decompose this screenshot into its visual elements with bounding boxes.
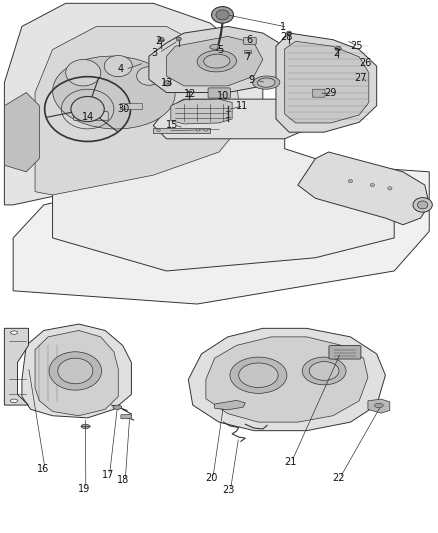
Text: 3: 3 xyxy=(151,48,157,58)
FancyBboxPatch shape xyxy=(312,89,325,97)
Ellipse shape xyxy=(210,45,219,49)
Text: 28: 28 xyxy=(280,32,293,42)
Circle shape xyxy=(417,201,428,209)
Bar xyxy=(153,128,210,133)
Text: 13: 13 xyxy=(161,78,173,88)
Ellipse shape xyxy=(53,56,175,129)
Circle shape xyxy=(216,10,229,20)
Text: 12: 12 xyxy=(184,88,196,99)
Polygon shape xyxy=(368,399,390,413)
Text: 17: 17 xyxy=(102,470,114,480)
Bar xyxy=(120,103,142,109)
FancyBboxPatch shape xyxy=(208,88,230,98)
Text: 2: 2 xyxy=(333,48,339,58)
Circle shape xyxy=(176,37,181,41)
Polygon shape xyxy=(285,42,369,123)
Ellipse shape xyxy=(230,357,287,393)
FancyBboxPatch shape xyxy=(244,38,256,44)
Polygon shape xyxy=(13,159,429,304)
FancyBboxPatch shape xyxy=(121,415,131,419)
Polygon shape xyxy=(35,330,118,416)
Circle shape xyxy=(113,405,122,409)
FancyBboxPatch shape xyxy=(74,112,108,120)
Ellipse shape xyxy=(258,78,275,87)
Circle shape xyxy=(348,180,353,183)
Bar xyxy=(244,50,251,53)
Text: 9: 9 xyxy=(249,75,255,85)
Circle shape xyxy=(137,67,161,85)
Text: 16: 16 xyxy=(37,464,49,474)
Text: 20: 20 xyxy=(205,473,217,483)
Polygon shape xyxy=(153,99,315,139)
Text: 7: 7 xyxy=(244,52,251,62)
Ellipse shape xyxy=(253,76,280,89)
Circle shape xyxy=(335,46,341,51)
Polygon shape xyxy=(35,27,241,195)
Polygon shape xyxy=(276,33,377,132)
Circle shape xyxy=(104,55,132,77)
Circle shape xyxy=(11,399,18,402)
Ellipse shape xyxy=(309,361,339,381)
Text: 23: 23 xyxy=(223,486,235,495)
Ellipse shape xyxy=(239,363,278,387)
Text: 27: 27 xyxy=(354,74,367,83)
Text: 15: 15 xyxy=(166,120,179,130)
FancyBboxPatch shape xyxy=(329,345,361,359)
Text: 1: 1 xyxy=(280,22,286,32)
Text: 18: 18 xyxy=(117,475,130,485)
Text: 26: 26 xyxy=(359,59,371,68)
Text: 2: 2 xyxy=(155,36,162,46)
Polygon shape xyxy=(4,328,28,405)
Text: 10: 10 xyxy=(217,91,229,101)
Circle shape xyxy=(370,183,374,187)
Circle shape xyxy=(286,31,292,35)
Circle shape xyxy=(66,60,101,86)
Circle shape xyxy=(81,424,90,429)
Ellipse shape xyxy=(197,51,237,72)
Circle shape xyxy=(196,128,200,131)
Text: 6: 6 xyxy=(247,35,253,45)
Polygon shape xyxy=(171,99,232,124)
Circle shape xyxy=(158,37,164,42)
Polygon shape xyxy=(298,152,429,225)
Text: 4: 4 xyxy=(117,64,124,75)
Text: 5: 5 xyxy=(218,45,224,54)
Circle shape xyxy=(71,96,104,122)
Polygon shape xyxy=(206,337,368,422)
Polygon shape xyxy=(215,400,245,410)
Polygon shape xyxy=(53,126,394,271)
Circle shape xyxy=(413,198,432,212)
Text: 22: 22 xyxy=(332,473,345,483)
Text: 21: 21 xyxy=(284,457,296,466)
Text: 11: 11 xyxy=(236,101,248,111)
Circle shape xyxy=(157,129,160,132)
Text: 19: 19 xyxy=(78,483,90,494)
Circle shape xyxy=(11,331,18,334)
Polygon shape xyxy=(4,3,263,205)
Polygon shape xyxy=(4,93,39,172)
Polygon shape xyxy=(166,36,263,86)
Polygon shape xyxy=(22,324,131,418)
Circle shape xyxy=(374,403,383,408)
Text: 14: 14 xyxy=(82,112,95,122)
Ellipse shape xyxy=(58,358,93,384)
Text: 29: 29 xyxy=(324,88,336,98)
Circle shape xyxy=(164,80,171,86)
Polygon shape xyxy=(188,328,385,431)
Circle shape xyxy=(212,6,233,23)
Polygon shape xyxy=(149,27,285,93)
Circle shape xyxy=(204,128,208,131)
Ellipse shape xyxy=(302,357,346,385)
Ellipse shape xyxy=(204,54,230,68)
Text: 25: 25 xyxy=(350,41,363,51)
Text: 30: 30 xyxy=(117,104,130,114)
Ellipse shape xyxy=(49,352,102,390)
Circle shape xyxy=(388,187,392,190)
